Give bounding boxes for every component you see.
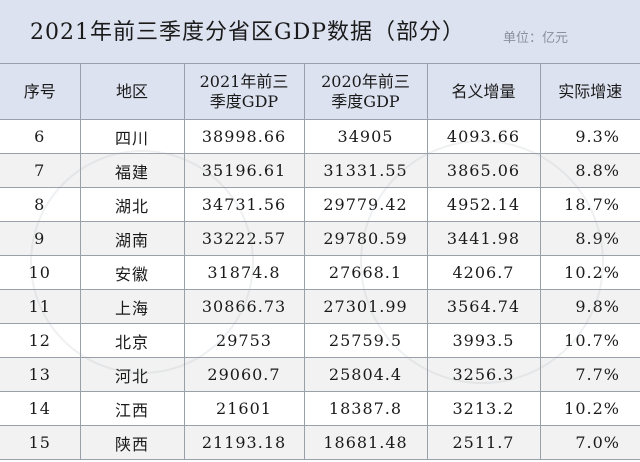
cell-index: 6: [0, 119, 81, 154]
unit-label: 单位：亿元: [503, 31, 569, 46]
cell-region: 北京: [79, 323, 185, 358]
cell-index: 10: [0, 255, 81, 290]
cell-real-growth: 10.7%: [539, 323, 640, 358]
header-region: 地区: [79, 63, 185, 120]
cell-gdp-2020: 29780.59: [303, 221, 428, 256]
cell-region: 四川: [79, 119, 185, 154]
cell-gdp-2021: 31874.8: [183, 255, 305, 290]
cell-gdp-2021: 21193.18: [183, 425, 305, 460]
header-gdp-2021: 2021年前三季度GDP: [183, 63, 305, 120]
cell-nominal-increase: 4093.66: [426, 119, 541, 154]
cell-gdp-2021: 35196.61: [183, 153, 305, 188]
cell-region: 湖南: [79, 221, 185, 256]
cell-gdp-2020: 31331.55: [303, 153, 428, 188]
cell-region: 福建: [79, 153, 185, 188]
table-row: 8 湖北 34731.56 29779.42 4952.14 18.7%: [0, 187, 640, 222]
table-row: 11 上海 30866.73 27301.99 3564.74 9.8%: [0, 289, 640, 324]
cell-nominal-increase: 3993.5: [426, 323, 541, 358]
table-row: 12 北京 29753 25759.5 3993.5 10.7%: [0, 323, 640, 358]
table-body: 6 四川 38998.66 34905 4093.66 9.3% 7 福建 35196.61 31…: [0, 119, 640, 460]
cell-region: 安徽: [79, 255, 185, 290]
cell-real-growth: 8.8%: [539, 153, 640, 188]
cell-gdp-2021: 29753: [183, 323, 305, 358]
cell-gdp-2021: 21601: [183, 391, 305, 426]
table-row: 13 河北 29060.7 25804.4 3256.3 7.7%: [0, 357, 640, 392]
header-gdp-2021-text: 2021年前三季度GDP: [199, 71, 289, 111]
cell-index: 9: [0, 221, 81, 256]
cell-index: 11: [0, 289, 81, 324]
cell-index: 14: [0, 391, 81, 426]
table-row: 10 安徽 31874.8 27668.1 4206.7 10.2%: [0, 255, 640, 290]
cell-region: 陕西: [79, 425, 185, 460]
cell-region: 河北: [79, 357, 185, 392]
header-gdp-2020-text: 2020年前三季度GDP: [321, 71, 410, 111]
cell-gdp-2020: 18387.8: [303, 391, 428, 426]
cell-gdp-2021: 33222.57: [183, 221, 305, 256]
cell-gdp-2021: 38998.66: [183, 119, 305, 154]
table-row: 9 湖南 33222.57 29780.59 3441.98 8.9%: [0, 221, 640, 256]
table-row: 14 江西 21601 18387.8 3213.2 10.2%: [0, 391, 640, 426]
page-title: 2021年前三季度分省区GDP数据（部分）: [30, 20, 466, 45]
cell-real-growth: 10.2%: [539, 391, 640, 426]
cell-real-growth: 10.2%: [539, 255, 640, 290]
cell-gdp-2020: 18681.48: [303, 425, 428, 460]
cell-nominal-increase: 4952.14: [426, 187, 541, 222]
cell-index: 7: [0, 153, 81, 188]
cell-real-growth: 7.7%: [539, 357, 640, 392]
cell-gdp-2021: 30866.73: [183, 289, 305, 324]
cell-nominal-increase: 3256.3: [426, 357, 541, 392]
cell-gdp-2020: 27668.1: [303, 255, 428, 290]
cell-region: 上海: [79, 289, 185, 324]
cell-gdp-2020: 27301.99: [303, 289, 428, 324]
table-header-row: 序号 地区 2021年前三季度GDP 2020年前三季度GDP 名义增量 实际增…: [0, 63, 640, 120]
header-nominal-increase: 名义增量: [426, 63, 541, 120]
cell-nominal-increase: 3213.2: [426, 391, 541, 426]
cell-real-growth: 9.8%: [539, 289, 640, 324]
cell-real-growth: 18.7%: [539, 187, 640, 222]
cell-index: 8: [0, 187, 81, 222]
cell-real-growth: 7.0%: [539, 425, 640, 460]
header-index: 序号: [0, 63, 81, 120]
cell-gdp-2020: 25804.4: [303, 357, 428, 392]
cell-nominal-increase: 3441.98: [426, 221, 541, 256]
cell-nominal-increase: 2511.7: [426, 425, 541, 460]
cell-region: 湖北: [79, 187, 185, 222]
header-gdp-2020: 2020年前三季度GDP: [303, 63, 428, 120]
cell-nominal-increase: 3564.74: [426, 289, 541, 324]
cell-index: 15: [0, 425, 81, 460]
cell-gdp-2020: 29779.42: [303, 187, 428, 222]
cell-real-growth: 9.3%: [539, 119, 640, 154]
title-bar: 2021年前三季度分省区GDP数据（部分） 单位：亿元: [0, 0, 640, 63]
cell-nominal-increase: 3865.06: [426, 153, 541, 188]
table-row: 15 陕西 21193.18 18681.48 2511.7 7.0%: [0, 425, 640, 460]
cell-gdp-2020: 34905: [303, 119, 428, 154]
gdp-table: 序号 地区 2021年前三季度GDP 2020年前三季度GDP 名义增量 实际增…: [0, 63, 640, 460]
cell-region: 江西: [79, 391, 185, 426]
cell-gdp-2021: 34731.56: [183, 187, 305, 222]
header-real-growth: 实际增速: [539, 63, 640, 120]
table-row: 6 四川 38998.66 34905 4093.66 9.3%: [0, 119, 640, 154]
cell-index: 13: [0, 357, 81, 392]
cell-nominal-increase: 4206.7: [426, 255, 541, 290]
cell-real-growth: 8.9%: [539, 221, 640, 256]
cell-gdp-2020: 25759.5: [303, 323, 428, 358]
cell-gdp-2021: 29060.7: [183, 357, 305, 392]
table-row: 7 福建 35196.61 31331.55 3865.06 8.8%: [0, 153, 640, 188]
cell-index: 12: [0, 323, 81, 358]
